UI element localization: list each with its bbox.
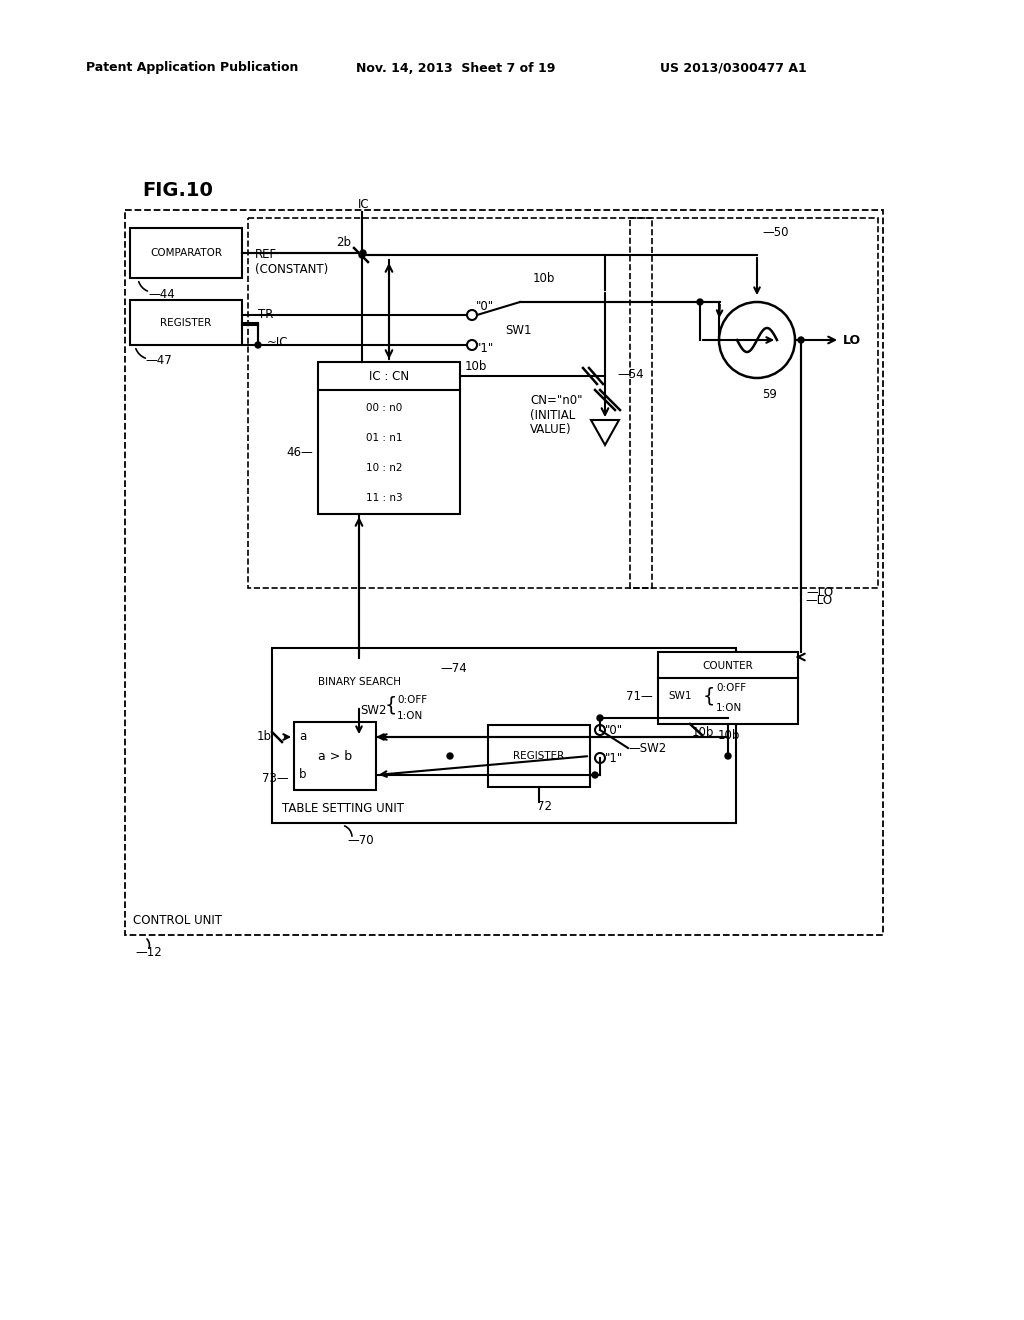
Circle shape: [255, 342, 261, 348]
Text: 59: 59: [762, 388, 777, 401]
Text: 46—: 46—: [287, 446, 313, 459]
Text: "0": "0": [605, 723, 624, 737]
Circle shape: [447, 752, 453, 759]
Circle shape: [360, 249, 366, 256]
Text: 72: 72: [537, 800, 552, 813]
Text: —12: —12: [135, 946, 162, 960]
Text: {: {: [385, 696, 397, 714]
Text: SW2: SW2: [360, 704, 386, 717]
Text: 10b: 10b: [532, 272, 555, 285]
Text: 1:ON: 1:ON: [716, 704, 742, 713]
Text: —47: —47: [145, 355, 172, 367]
Circle shape: [798, 337, 804, 343]
Text: Patent Application Publication: Patent Application Publication: [86, 62, 298, 74]
Text: "1": "1": [476, 342, 495, 355]
Text: "0": "0": [476, 300, 495, 313]
Text: TR: TR: [258, 309, 273, 322]
Text: 0:OFF: 0:OFF: [716, 682, 746, 693]
Text: —SW2: —SW2: [628, 742, 667, 755]
Circle shape: [725, 752, 731, 759]
Text: IC: IC: [358, 198, 370, 210]
Circle shape: [467, 341, 477, 350]
Text: REGISTER: REGISTER: [161, 318, 212, 327]
Text: 2b: 2b: [336, 236, 351, 249]
Text: COUNTER: COUNTER: [702, 661, 754, 671]
Text: SW1: SW1: [505, 323, 531, 337]
Text: COMPARATOR: COMPARATOR: [150, 248, 222, 257]
Text: b: b: [299, 768, 306, 781]
Bar: [125, 210, 883, 935]
Text: 00 : n0: 00 : n0: [366, 403, 402, 413]
Text: FIG.10: FIG.10: [142, 181, 213, 199]
Bar: [248, 218, 652, 587]
Text: CN="n0"
(INITIAL
VALUE): CN="n0" (INITIAL VALUE): [530, 393, 583, 437]
Text: —50: —50: [762, 226, 788, 239]
Text: ~IC: ~IC: [267, 335, 289, 348]
Text: 10b: 10b: [465, 359, 487, 372]
Bar: [280, 657, 438, 706]
Text: US 2013/0300477 A1: US 2013/0300477 A1: [660, 62, 807, 74]
Text: BINARY SEARCH: BINARY SEARCH: [317, 677, 400, 686]
Circle shape: [697, 300, 703, 305]
Text: —44: —44: [148, 288, 175, 301]
Text: 10b: 10b: [692, 726, 715, 739]
Bar: [130, 228, 242, 279]
Bar: [130, 300, 242, 345]
Text: 71—: 71—: [627, 689, 653, 702]
Bar: [294, 722, 376, 789]
Bar: [488, 725, 590, 787]
Text: —LO: —LO: [806, 586, 834, 598]
Text: 10 : n2: 10 : n2: [366, 463, 402, 473]
Text: 1b: 1b: [257, 730, 272, 743]
Text: REGISTER: REGISTER: [513, 751, 564, 762]
Circle shape: [595, 752, 605, 763]
Bar: [630, 218, 878, 587]
Circle shape: [597, 715, 603, 721]
Text: 10b: 10b: [718, 729, 740, 742]
Text: Nov. 14, 2013  Sheet 7 of 19: Nov. 14, 2013 Sheet 7 of 19: [356, 62, 555, 74]
Text: LO: LO: [843, 334, 861, 346]
Text: IC : CN: IC : CN: [369, 370, 409, 383]
Text: —70: —70: [347, 834, 374, 847]
Text: "1": "1": [605, 751, 624, 764]
Text: REF
(CONSTANT): REF (CONSTANT): [255, 248, 329, 276]
Bar: [318, 362, 460, 513]
Text: a > b: a > b: [317, 750, 352, 763]
Circle shape: [719, 302, 795, 378]
Text: {: {: [703, 686, 716, 705]
Polygon shape: [591, 420, 618, 445]
Text: 11 : n3: 11 : n3: [366, 492, 402, 503]
Text: 73—: 73—: [262, 771, 289, 784]
Bar: [658, 652, 798, 723]
Circle shape: [359, 252, 365, 257]
Text: —54: —54: [617, 368, 644, 381]
Text: —LO: —LO: [805, 594, 833, 606]
Circle shape: [467, 310, 477, 319]
Text: SW1: SW1: [668, 690, 691, 701]
Text: 01 : n1: 01 : n1: [366, 433, 402, 444]
Text: 0:OFF: 0:OFF: [397, 696, 427, 705]
Circle shape: [595, 725, 605, 735]
Circle shape: [592, 772, 598, 777]
Text: —74: —74: [440, 661, 467, 675]
Text: 1:ON: 1:ON: [397, 711, 423, 721]
Text: a: a: [299, 730, 306, 743]
Text: TABLE SETTING UNIT: TABLE SETTING UNIT: [282, 803, 404, 814]
Text: CONTROL UNIT: CONTROL UNIT: [133, 913, 222, 927]
Bar: [272, 648, 736, 822]
